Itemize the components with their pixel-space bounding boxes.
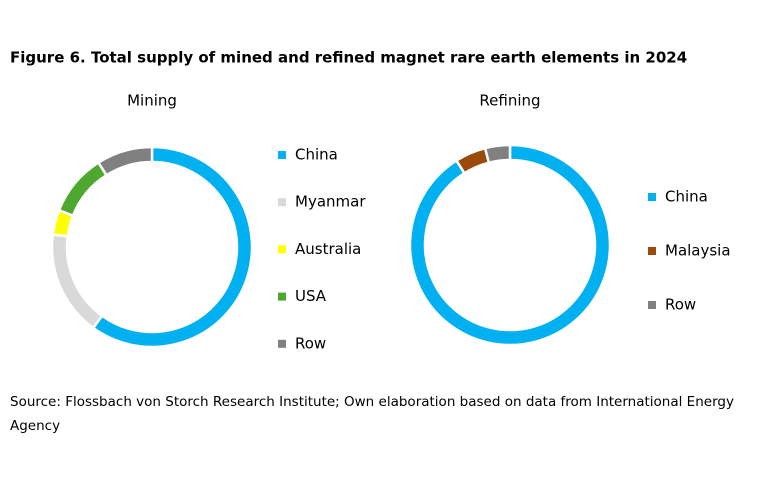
legend-label: Australia: [295, 240, 361, 258]
legend-swatch: [278, 198, 286, 207]
legend-swatch: [278, 292, 286, 301]
legend-label: China: [295, 146, 338, 164]
figure-title: Figure 6. Total supply of mined and refi…: [10, 49, 687, 67]
legend-swatch: [648, 247, 656, 255]
legend-label: Myanmar: [295, 193, 366, 211]
legend-label: Row: [295, 334, 326, 352]
legend-label: Malaysia: [665, 242, 731, 260]
legend-swatch: [648, 301, 656, 309]
donut-segment: [483, 143, 512, 165]
source-line: Agency: [10, 418, 60, 434]
source-line: Source: Flossbach von Storch Research In…: [10, 394, 734, 410]
legend-label: China: [665, 188, 708, 206]
donut-segment: [96, 145, 154, 177]
legend-label: Row: [665, 296, 696, 314]
legend-label: USA: [295, 287, 327, 305]
chart-title: Refining: [479, 92, 540, 110]
donut-segment: [408, 143, 612, 347]
chart-title: Mining: [127, 92, 177, 110]
legend-swatch: [278, 245, 286, 254]
legend-swatch: [648, 193, 656, 201]
source: Source: Flossbach von Storch Research In…: [10, 394, 734, 434]
legend-swatch: [278, 151, 286, 159]
legend-swatch: [278, 339, 286, 348]
